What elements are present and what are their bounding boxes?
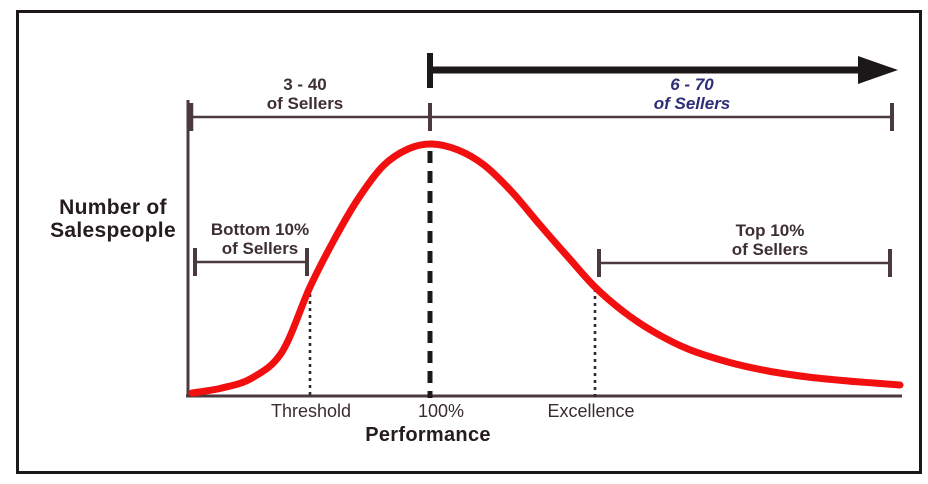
bottom-decile-label-line2: of Sellers (221, 239, 299, 258)
range-label-3-40-line2: of Sellers (266, 94, 344, 113)
x-axis-title: Performance (365, 424, 491, 446)
top-decile-label-line2: of Sellers (731, 240, 809, 259)
top-decile-label: Top 10% of Sellers (732, 221, 809, 259)
y-axis-title-line1: Number of (59, 196, 167, 219)
range-label-3-40: 3 - 40 of Sellers (267, 75, 344, 113)
x-tick-threshold: Threshold (270, 401, 352, 421)
range-label-6-70-line1: 6 - 70 (670, 75, 714, 94)
arrow-head-icon (858, 56, 898, 84)
range-label-6-70-line2: of Sellers (653, 94, 731, 113)
x-tick-excellence: Excellence (547, 401, 635, 421)
distribution-curve (188, 140, 904, 397)
range-label-3-40-line1: 3 - 40 (283, 75, 327, 94)
bottom-decile-label-line1: Bottom 10% (210, 220, 310, 239)
top-decile-label-line1: Top 10% (735, 221, 805, 240)
bottom-decile-label: Bottom 10% of Sellers (211, 220, 309, 258)
y-axis-title: Number of Salespeople (50, 196, 176, 242)
x-tick-100pct: 100% (417, 401, 465, 421)
y-axis-title-line2: Salespeople (50, 219, 176, 242)
range-label-6-70: 6 - 70 of Sellers (654, 75, 731, 113)
